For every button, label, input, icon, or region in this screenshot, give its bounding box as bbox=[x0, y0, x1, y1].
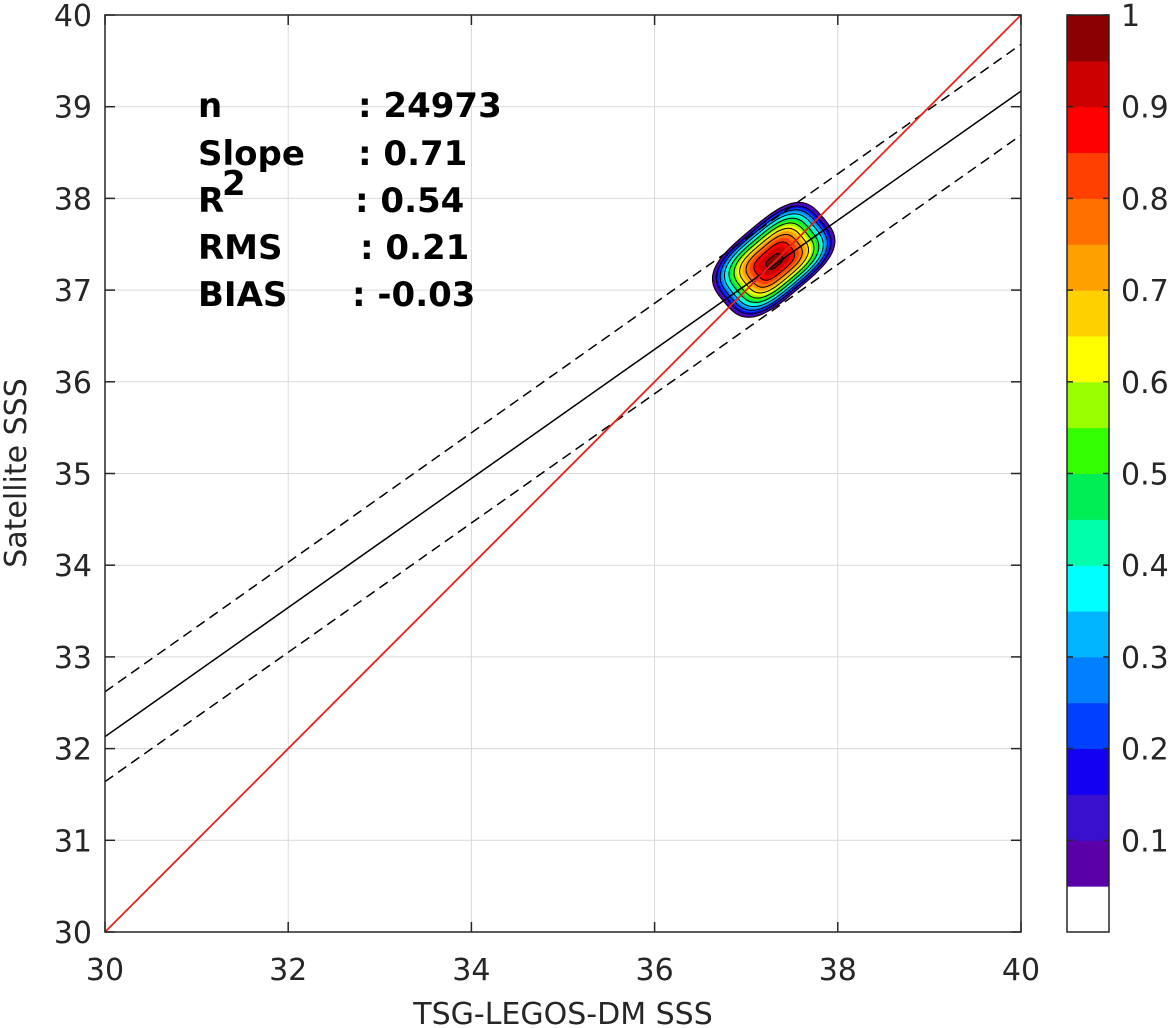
upper-bound-dashed-line bbox=[105, 43, 1021, 693]
grid-lines bbox=[105, 15, 1021, 932]
colorbar-swatch bbox=[1067, 198, 1109, 245]
colorbar-swatch bbox=[1067, 886, 1109, 933]
y-tick-label: 31 bbox=[54, 824, 92, 859]
colorbar-swatch bbox=[1067, 381, 1109, 429]
y-tick-label: 39 bbox=[54, 91, 92, 126]
colorbar-tick-label: 0.2 bbox=[1121, 733, 1169, 768]
colorbar-swatch bbox=[1067, 244, 1109, 291]
colorbar-tick-label: 0.5 bbox=[1121, 458, 1169, 493]
regression-line bbox=[105, 90, 1021, 738]
stat-value: : 0.54 bbox=[355, 181, 464, 221]
y-tick-label: 36 bbox=[54, 366, 92, 401]
axis-ticks bbox=[104, 14, 1022, 933]
colorbar-swatch bbox=[1067, 519, 1109, 566]
colorbar-tick-label: 0.9 bbox=[1121, 91, 1169, 126]
y-axis-label: Satellite SSS bbox=[0, 378, 34, 568]
y-tick-label: 30 bbox=[54, 916, 92, 951]
colorbar-swatch bbox=[1067, 840, 1109, 887]
colorbar-swatch bbox=[1067, 565, 1109, 612]
stat-value: : -0.03 bbox=[352, 275, 475, 315]
colorbar-swatch bbox=[1067, 290, 1109, 337]
stat-label: RMS bbox=[198, 228, 283, 268]
colorbar-swatch bbox=[1067, 794, 1109, 841]
colorbar-tick-label: 0.8 bbox=[1121, 182, 1169, 217]
stat-label: BIAS bbox=[198, 275, 287, 315]
colorbar-tick-label: 0.1 bbox=[1121, 824, 1169, 859]
colorbar: 0.1 0.2 0.3 0.4 0.5 0.6 0.7 0.8 0.9 1 bbox=[1066, 0, 1169, 933]
colorbar-swatch bbox=[1067, 611, 1109, 658]
y-tick-label: 37 bbox=[54, 274, 92, 309]
colorbar-tick-label: 0.7 bbox=[1121, 274, 1169, 309]
stat-label-superscript: 2 bbox=[222, 164, 246, 204]
colorbar-swatch bbox=[1067, 473, 1109, 520]
colorbar-tick-label: 0.3 bbox=[1121, 641, 1169, 676]
colorbar-tick-label: 0.4 bbox=[1121, 549, 1169, 584]
colorbar-swatch bbox=[1067, 60, 1109, 108]
colorbar-tick-label: 1 bbox=[1121, 0, 1140, 34]
y-tick-label: 32 bbox=[54, 733, 92, 768]
stat-value: : 0.21 bbox=[360, 228, 469, 268]
statistics-box: n : 24973 Slope : 0.71 R2 : 0.54 RMS : 0.21 BIAS… bbox=[198, 86, 502, 315]
y-tick-label: 35 bbox=[54, 458, 92, 493]
stat-value: : 0.71 bbox=[358, 134, 467, 174]
x-axis-label: TSG-LEGOS-DM SSS bbox=[412, 997, 713, 1028]
colorbar-swatch bbox=[1067, 748, 1109, 795]
stat-label: R bbox=[198, 181, 224, 221]
colorbar-tick-label: 0.6 bbox=[1121, 366, 1169, 401]
x-tick-label: 34 bbox=[452, 953, 490, 988]
y-tick-label: 38 bbox=[54, 182, 92, 217]
lower-bound-dashed-line bbox=[105, 134, 1021, 783]
stat-label: n bbox=[198, 86, 222, 126]
one-to-one-line bbox=[105, 15, 1021, 932]
x-tick-label: 36 bbox=[636, 953, 674, 988]
y-tick-labels: 30 31 32 33 34 35 36 37 38 39 40 bbox=[54, 0, 92, 951]
x-tick-label: 30 bbox=[86, 953, 124, 988]
colorbar-swatch bbox=[1067, 702, 1109, 750]
colorbar-swatch bbox=[1067, 335, 1109, 383]
y-tick-label: 33 bbox=[54, 641, 92, 676]
colorbar-swatch bbox=[1067, 15, 1109, 62]
colorbar-swatch bbox=[1067, 656, 1109, 704]
colorbar-swatch bbox=[1067, 106, 1109, 154]
y-tick-label: 34 bbox=[54, 549, 92, 584]
colorbar-swatch bbox=[1067, 427, 1109, 474]
fit-lines bbox=[105, 15, 1021, 932]
stat-label: Slope bbox=[198, 134, 305, 174]
x-tick-label: 40 bbox=[1002, 953, 1040, 988]
colorbar-swatch bbox=[1067, 152, 1109, 199]
stat-value: : 24973 bbox=[358, 86, 502, 126]
x-tick-label: 38 bbox=[819, 953, 857, 988]
x-tick-label: 32 bbox=[269, 953, 307, 988]
x-tick-labels: 30 32 34 36 38 40 bbox=[86, 953, 1040, 988]
y-tick-label: 40 bbox=[54, 0, 92, 34]
